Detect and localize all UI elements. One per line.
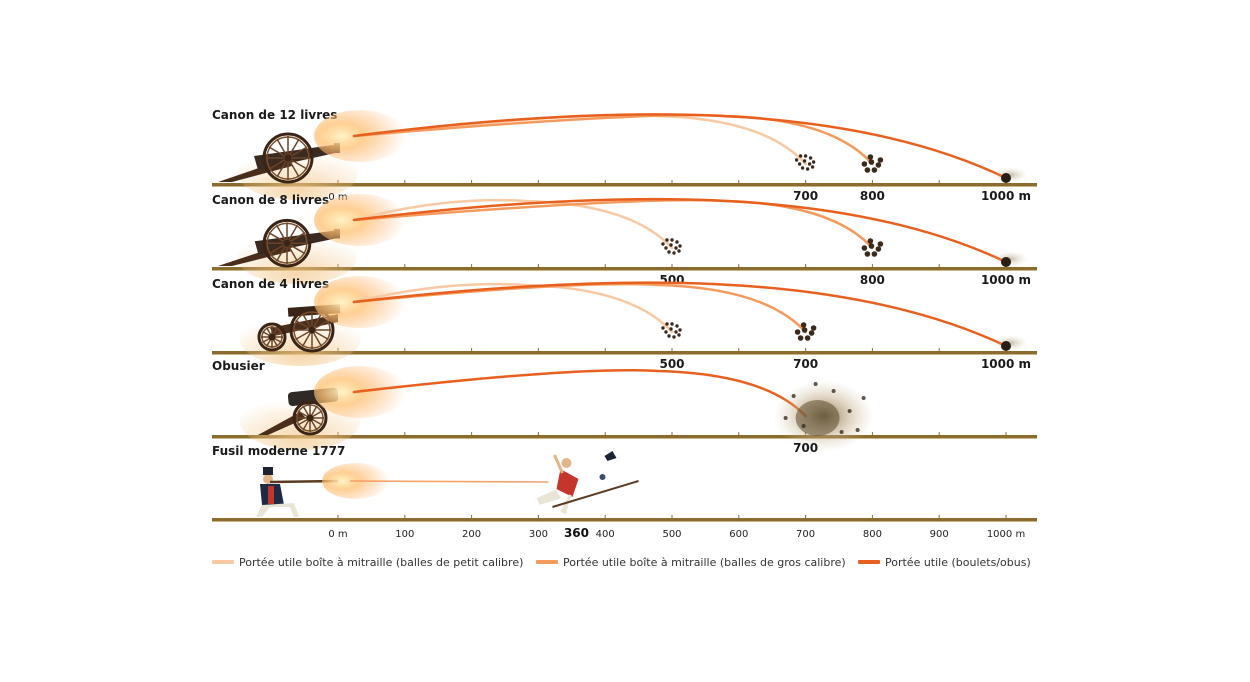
cannonball-icon — [992, 335, 1028, 351]
row-label: Canon de 8 livres — [212, 193, 329, 207]
dropped-musket-icon — [552, 480, 639, 508]
ground-line — [212, 515, 1037, 522]
row-label: Canon de 12 livres — [212, 108, 337, 122]
distance-label: 700 — [793, 357, 818, 371]
cannonball-icon — [992, 251, 1028, 267]
scale-tick-label: 500 — [662, 529, 681, 540]
trajectory-small-700 — [352, 113, 807, 166]
wheel-icon — [262, 218, 312, 268]
falling-soldier-icon — [536, 451, 639, 515]
wheel-icon — [262, 132, 314, 184]
small-shot-cluster-icon — [661, 322, 682, 339]
legend-label: Portée utile boîte à mitraille (balles d… — [563, 556, 846, 569]
scale-tick-label: 900 — [930, 529, 949, 540]
row-3: Obusier 700 — [212, 359, 1037, 455]
distance-label: 800 — [860, 273, 885, 287]
trajectory-large-700 — [352, 282, 807, 334]
scale-tick-label: 700 — [796, 529, 815, 540]
distance-scale: 0 m 100 200 300 400 500 600 700 800 900 1000 m 360 — [328, 526, 1025, 540]
trajectory-shot-1000 — [352, 281, 1008, 348]
large-shot-cluster-icon — [794, 322, 817, 341]
scale-tick-label: 400 — [596, 529, 615, 540]
trajectory-shot-1000 — [352, 113, 1008, 180]
row-label: Canon de 4 livres — [212, 277, 329, 291]
scale-tick-label: 0 m — [328, 529, 347, 540]
trajectory-small-500 — [352, 198, 674, 250]
cannon-icon — [218, 218, 357, 284]
wheel-icon — [289, 307, 335, 353]
small-shot-cluster-icon — [661, 238, 682, 255]
explosion-icon — [773, 380, 874, 452]
scale-tick-label: 200 — [462, 529, 481, 540]
legend-swatch — [858, 560, 880, 564]
cannon-icon — [218, 132, 358, 200]
row-label: Fusil moderne 1777 — [212, 444, 345, 458]
scale-tick-label: 1000 m — [987, 529, 1025, 540]
scale-tick-label: 800 — [863, 529, 882, 540]
trajectory-small-500 — [352, 282, 674, 334]
legend-item-large: Portée utile boîte à mitraille (balles d… — [536, 556, 846, 569]
legend-item-small: Portée utile boîte à mitraille (balles d… — [212, 556, 523, 569]
legend-label: Portée utile (boulets/obus) — [885, 556, 1031, 569]
legend-swatch — [536, 560, 558, 564]
shako-icon — [604, 451, 617, 461]
trajectory-shot-1000 — [352, 197, 1008, 264]
distance-label: 700 — [793, 189, 818, 203]
legend: Portée utile boîte à mitraille (balles d… — [212, 556, 1031, 569]
row-2: Canon de 4 livres 500 700 1000 m — [212, 276, 1037, 371]
large-shot-cluster-icon — [861, 238, 884, 257]
scale-tick-label: 300 — [529, 529, 548, 540]
distance-label: 1000 m — [981, 189, 1031, 203]
distance-label: 1000 m — [981, 273, 1031, 287]
ground-line — [212, 348, 1037, 355]
legend-item-shot: Portée utile (boulets/obus) — [858, 556, 1031, 569]
cannonball-icon — [992, 167, 1028, 183]
musket-range-label: 360 — [564, 526, 589, 540]
distance-label: 500 — [659, 357, 684, 371]
small-shot-cluster-icon — [794, 154, 816, 171]
row-4: Fusil moderne 1777 — [212, 444, 1037, 522]
large-shot-cluster-icon — [861, 154, 884, 173]
distance-label: 700 — [793, 441, 818, 455]
front-wheel-icon — [257, 322, 287, 352]
scale-tick-label: 600 — [729, 529, 748, 540]
row-label: Obusier — [212, 359, 265, 373]
legend-swatch — [212, 560, 234, 564]
trajectory-shot-700 — [352, 368, 807, 418]
musket-trajectory — [349, 480, 549, 483]
legend-label: Portée utile boîte à mitraille (balles d… — [239, 556, 523, 569]
distance-label: 800 — [860, 189, 885, 203]
scale-tick-label: 100 — [395, 529, 414, 540]
distance-label: 1000 m — [981, 357, 1031, 371]
wheel-icon — [292, 400, 328, 436]
